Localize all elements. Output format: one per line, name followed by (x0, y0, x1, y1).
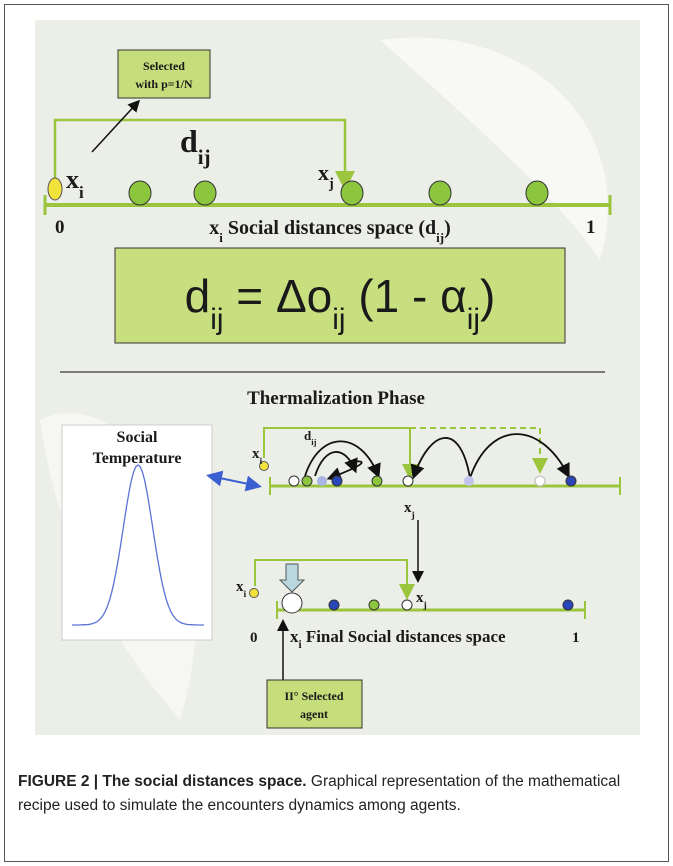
subscript: ij (332, 303, 345, 336)
xj-label: xj (404, 500, 415, 521)
text-run: d (180, 123, 198, 159)
text-run: x (236, 579, 244, 595)
selected-box (266, 679, 363, 729)
subscript: ij (210, 303, 223, 336)
xj-label: xj (318, 160, 334, 192)
subscript: ij (198, 146, 211, 169)
text-run: x (416, 590, 424, 606)
subscript: j (423, 600, 427, 611)
subscript: i (219, 230, 223, 245)
axis-start: 0 (55, 217, 65, 238)
subscript: i (299, 639, 302, 651)
text-run: ) (444, 217, 451, 239)
bracket (254, 559, 415, 600)
subscript: i (260, 456, 263, 467)
dij-label: dij (304, 428, 317, 447)
phase-title: Thermalization Phase (247, 388, 425, 409)
subscript: j (411, 510, 415, 521)
link-arrow (206, 470, 262, 492)
selected-text: with p=1/N (135, 77, 193, 91)
decor (380, 37, 608, 260)
agent (259, 461, 269, 471)
caption: FIGURE 2 | The social distances space. G… (18, 770, 648, 818)
agent (47, 177, 63, 201)
formula: dij = Δoij (1 - αij) (185, 270, 496, 336)
text-run: x (252, 446, 260, 462)
selected-text: Selected (143, 59, 185, 73)
text-run: x (209, 217, 219, 239)
subscript: i (244, 589, 247, 600)
text-run: x (404, 500, 412, 516)
moves (304, 433, 570, 481)
temperature-label: Temperature (93, 450, 182, 467)
gauss-panel (61, 424, 213, 641)
text-run: = Δo (224, 270, 333, 322)
axis-start: 0 (250, 630, 258, 646)
formula-box (114, 247, 566, 344)
subscript: ij (467, 303, 480, 336)
text-run: x (290, 627, 299, 646)
axis-end-label: 1 (586, 217, 596, 238)
agents (128, 180, 549, 206)
subscript: ij (436, 230, 444, 245)
agents (281, 592, 574, 614)
bracket (263, 427, 418, 480)
selected-text: II° Selected (284, 689, 343, 703)
arrow (91, 99, 141, 153)
selected-box (117, 49, 211, 99)
bracket-dashed (410, 427, 548, 474)
subscript: ij (311, 437, 316, 447)
text-run: (1 - α (346, 270, 467, 322)
text-run: x (66, 165, 79, 194)
xi-label: xi (252, 446, 263, 467)
agent (249, 588, 259, 598)
axis-end-label: 1 (572, 630, 580, 646)
xj-label: xj (416, 590, 427, 611)
frame (4, 4, 669, 862)
text-run: d (185, 270, 211, 322)
selected-text: agent (300, 707, 328, 721)
agents (288, 475, 577, 487)
text-run: ) (480, 270, 495, 322)
dij-label: dij (180, 123, 211, 169)
gauss-curve (72, 464, 204, 626)
text-run: Social distances space (d (223, 217, 436, 239)
text-run: x (318, 160, 329, 185)
xi-label: xi (236, 579, 247, 600)
xi-label: xi (66, 165, 84, 202)
caption-text: Graphical representation of the mathemat… (18, 773, 621, 814)
text-run: Final Social distances space (302, 627, 506, 646)
bracket (53, 118, 355, 191)
pointer (278, 563, 306, 593)
axis-title: xi Social distances space (dij) (209, 217, 451, 245)
axis-title: xi Final Social distances space (290, 627, 506, 651)
subscript: j (328, 176, 334, 192)
caption-label: FIGURE 2 | The social distances space. (18, 773, 307, 790)
temperature-label: Social (117, 429, 158, 446)
text-run: d (304, 428, 312, 443)
subscript: i (79, 183, 84, 202)
